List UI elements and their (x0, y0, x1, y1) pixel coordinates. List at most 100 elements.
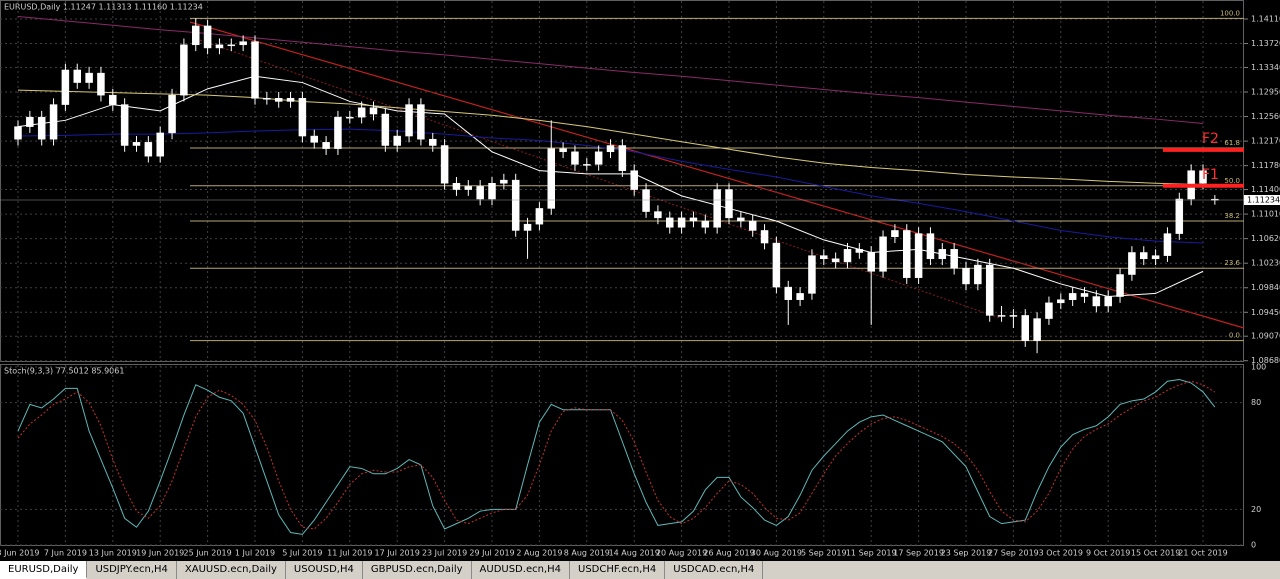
candle-body (1199, 170, 1207, 184)
y-tick-label: 1.11010 (1251, 210, 1280, 219)
candle-body (1045, 302, 1053, 319)
x-tick-label: 9 Oct 2019 (1086, 549, 1130, 558)
candle-body (37, 116, 46, 140)
moving-average (17, 15, 1204, 124)
tab-bar: EURUSD,Daily USDJPY.ecn,H4 XAUUSD.ecn,Dail… (0, 561, 1280, 579)
candle-body (997, 315, 1006, 317)
x-tick-label: 13 Jun 2019 (89, 549, 137, 558)
candle-body (772, 242, 781, 288)
candle-body (215, 44, 224, 49)
candle-body (120, 104, 129, 146)
candle-body (298, 98, 307, 137)
price-label: 1.11234 (1247, 196, 1280, 205)
candle-body (523, 223, 532, 231)
x-tick-label: 15 Oct 2019 (1131, 549, 1180, 558)
x-tick-label: 23 Sep 2019 (941, 549, 992, 558)
candle-body (820, 255, 828, 260)
y-tick-label: 1.11780 (1251, 161, 1280, 170)
candle-body (1128, 252, 1136, 275)
candle-body (938, 249, 947, 260)
candle-body (950, 249, 958, 269)
x-tick-label: 17 Jul 2019 (375, 549, 420, 558)
candle-body (511, 179, 520, 231)
y-tick-label: 1.14110 (1251, 14, 1280, 23)
candle-body (1080, 293, 1089, 297)
candle-body (594, 151, 603, 165)
candle-body (808, 255, 816, 294)
x-tick-label: 17 Sep 2019 (893, 549, 944, 558)
candle-body (73, 69, 81, 83)
symbol-tab[interactable]: USDJPY.ecn,H4 (87, 561, 177, 579)
candle-body (677, 217, 686, 228)
fib-label: 23.6 (1224, 259, 1240, 267)
candle-body (429, 138, 437, 146)
candle-body (1092, 296, 1101, 307)
candle-body (180, 44, 188, 96)
annotation: F1 (1202, 167, 1219, 183)
x-tick-label: 11 Sep 2019 (846, 549, 897, 558)
candle-body (286, 98, 295, 102)
candle-body (606, 145, 615, 153)
price-box (1244, 195, 1280, 205)
candle-body (1175, 198, 1184, 234)
candle-body (642, 189, 650, 212)
y-tick-label: 1.08680 (1251, 356, 1280, 365)
candle-body (784, 286, 792, 300)
candle-body (500, 179, 508, 184)
price-pane-border (0, 0, 1244, 362)
x-tick-label: 3 Oct 2019 (1039, 549, 1083, 558)
candle-body (381, 113, 390, 146)
fib-label: 100.0 (1220, 9, 1240, 17)
x-tick-label: 5 Jul 2019 (282, 549, 322, 558)
fib-label: 38.2 (1224, 212, 1240, 220)
y-tick-label: 1.09450 (1251, 308, 1280, 317)
y-tick-label: 100 (1251, 363, 1266, 372)
trend-line (199, 39, 1001, 319)
symbol-tab[interactable]: USOUSD,H4 (286, 561, 363, 579)
symbol-tab[interactable]: AUDUSD.ecn,H4 (472, 561, 570, 579)
symbol-tab[interactable]: EURUSD,Daily (0, 561, 88, 579)
fib-label: 50.0 (1224, 177, 1240, 185)
fib-label: 61.8 (1224, 139, 1240, 147)
candle-body (322, 142, 330, 149)
candle-body (618, 145, 627, 171)
candle-body (701, 220, 710, 228)
y-tick-label: 1.13720 (1251, 39, 1280, 48)
candle-body (405, 104, 413, 137)
x-tick-label: 7 Jun 2019 (44, 549, 87, 558)
symbol-tab[interactable]: GBPUSD.ecn,Daily (363, 561, 472, 579)
y-tick-label: 1.10230 (1251, 259, 1280, 268)
candle-body (737, 217, 745, 222)
candle-body (476, 186, 484, 200)
candle-body (488, 183, 496, 200)
x-tick-label: 29 Jul 2019 (469, 549, 514, 558)
candle-body (867, 252, 875, 272)
chart: EURUSD,Daily 1.11247 1.11313 1.11160 1.1… (0, 0, 1280, 558)
symbol-tab[interactable]: USDCHF.ecn,H4 (570, 561, 666, 579)
candle-body (49, 104, 58, 140)
y-tick-label: 1.12560 (1251, 112, 1280, 121)
stoch-line (17, 380, 1216, 530)
candle-body (689, 217, 698, 222)
symbol-tab[interactable]: USDCAD.ecn,H4 (665, 561, 764, 579)
moving-average (17, 89, 1204, 186)
x-tick-label: 11 Jul 2019 (327, 549, 372, 558)
annotation: F2 (1202, 131, 1219, 147)
candle-body (879, 236, 887, 272)
y-tick-label: 1.09070 (1251, 332, 1280, 341)
candle-body (1151, 255, 1160, 260)
candle-body (583, 164, 591, 166)
candle-body (26, 116, 34, 127)
candle-body (1009, 315, 1018, 317)
candle-body (203, 25, 212, 49)
candle-body (725, 189, 733, 219)
candle-body (926, 233, 935, 260)
candle-body (1021, 315, 1029, 341)
candle-body (855, 249, 864, 253)
y-tick-label: 20 (1251, 505, 1261, 514)
x-tick-label: 23 Jul 2019 (422, 549, 467, 558)
y-tick-label: 1.10620 (1251, 234, 1280, 243)
candle-body (239, 41, 247, 46)
stoch-title: Stoch(9,3,3) 77.5012 85.9061 (4, 367, 124, 376)
symbol-tab[interactable]: XAUUSD.ecn,Daily (177, 561, 286, 579)
